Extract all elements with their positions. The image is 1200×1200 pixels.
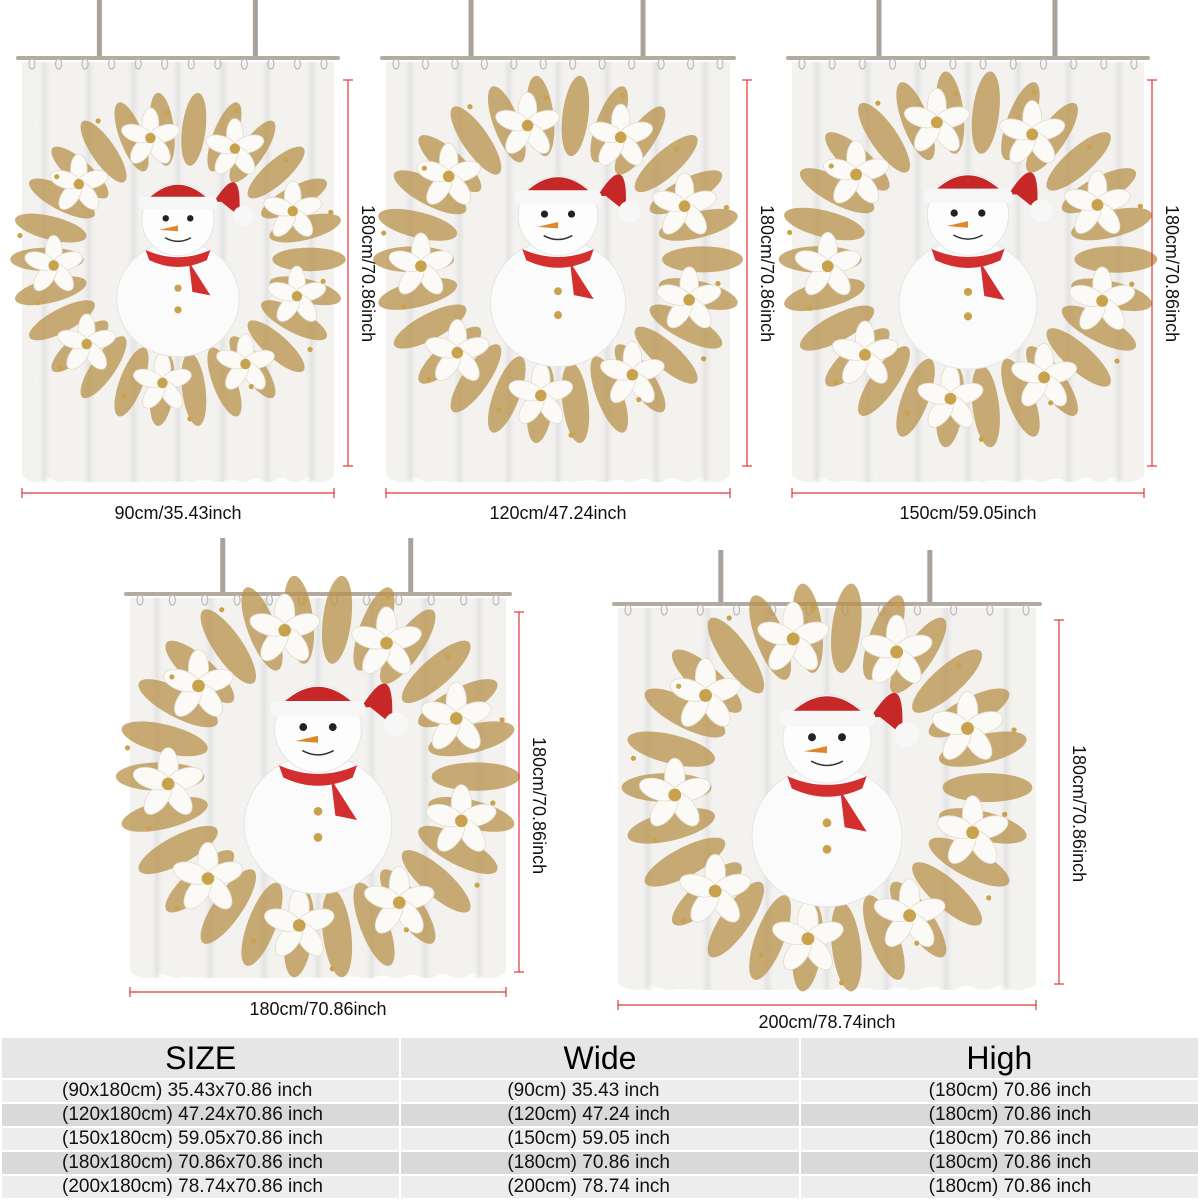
hanging-rods <box>876 0 1058 56</box>
curtain-panel: 150cm/59.05inch 180cm/70.86inch <box>778 0 1184 533</box>
snowman-figure <box>898 172 1053 370</box>
width-label: 120cm/47.24inch <box>489 503 627 523</box>
hanging-rods <box>468 0 646 56</box>
wide-cell: (180cm) 70.86 inch <box>399 1150 801 1176</box>
table-row: (180x180cm) 70.86x70.86 inch (180cm) 70.… <box>0 1150 1200 1176</box>
height-dimension-line <box>742 79 752 467</box>
height-label: 180cm/70.86inch <box>529 737 549 875</box>
table-row: (120x180cm) 47.24x70.86 inch (120cm) 47.… <box>0 1102 1200 1128</box>
width-dimension-line <box>385 488 731 498</box>
table-row: (150x180cm) 59.05x70.86 inch (150cm) 59.… <box>0 1126 1200 1152</box>
curtain-panel: 200cm/78.74inch 180cm/70.86inch <box>612 550 1089 1042</box>
curtain-panel: 120cm/47.24inch 180cm/70.86inch <box>373 0 777 533</box>
table-row: (90x180cm) 35.43x70.86 inch (90cm) 35.43… <box>0 1078 1200 1104</box>
height-label: 180cm/70.86inch <box>757 205 777 343</box>
curtain-illustration <box>10 0 353 498</box>
wide-cell: (90cm) 35.43 inch <box>399 1078 801 1104</box>
hanging-rods <box>220 538 414 592</box>
high-cell: (180cm) 70.86 inch <box>798 1078 1200 1104</box>
curtain-illustration <box>778 0 1158 498</box>
snowman-figure <box>489 174 641 368</box>
high-cell: (180cm) 70.86 inch <box>798 1174 1200 1200</box>
width-dimension-line <box>129 987 507 997</box>
hanging-rods <box>96 0 258 56</box>
height-dimension-line <box>343 79 353 467</box>
curtain-rod <box>380 56 736 60</box>
table-header-row: SIZE Wide High <box>0 1036 1200 1080</box>
curtain-rod <box>612 602 1042 606</box>
hanging-rods <box>718 550 933 602</box>
wide-cell: (150cm) 59.05 inch <box>399 1126 801 1152</box>
curtain-illustration <box>373 0 752 498</box>
size-cell: (150x180cm) 59.05x70.86 inch <box>0 1126 402 1152</box>
height-label: 180cm/70.86inch <box>358 205 378 343</box>
size-cell: (200x180cm) 78.74x70.86 inch <box>0 1174 402 1200</box>
high-cell: (180cm) 70.86 inch <box>798 1102 1200 1128</box>
height-label: 180cm/70.86inch <box>1162 205 1182 343</box>
header-size: SIZE <box>0 1036 402 1080</box>
height-dimension-line <box>1147 79 1157 467</box>
wreath-decoration <box>115 575 521 978</box>
snowman-figure <box>116 182 253 358</box>
snowman-figure <box>751 692 919 908</box>
wreath-decoration <box>10 92 346 426</box>
snowman-figure <box>243 683 409 895</box>
curtain-rod <box>786 56 1150 60</box>
high-cell: (180cm) 70.86 inch <box>798 1150 1200 1176</box>
curtain-panel: 180cm/70.86inch 180cm/70.86inch <box>115 538 549 1029</box>
width-dimension-line <box>791 488 1145 498</box>
size-table: SIZE Wide High (90x180cm) 35.43x70.86 in… <box>0 1036 1200 1200</box>
curtain-illustration <box>612 550 1064 1010</box>
size-cell: (120x180cm) 47.24x70.86 inch <box>0 1102 402 1128</box>
header-high: High <box>798 1036 1200 1080</box>
size-cell: (180x180cm) 70.86x70.86 inch <box>0 1150 402 1176</box>
width-label: 90cm/35.43inch <box>114 503 242 523</box>
curtain-rod <box>124 592 512 596</box>
high-cell: (180cm) 70.86 inch <box>798 1126 1200 1152</box>
width-label: 180cm/70.86inch <box>249 999 387 1019</box>
header-wide: Wide <box>399 1036 801 1080</box>
wreath-decoration <box>778 71 1158 448</box>
width-dimension-line <box>617 1000 1037 1010</box>
table-row: (200x180cm) 78.74x70.86 inch (200cm) 78.… <box>0 1174 1200 1200</box>
height-dimension-line <box>1054 619 1064 985</box>
width-label: 200cm/78.74inch <box>758 1012 896 1032</box>
size-cell: (90x180cm) 35.43x70.86 inch <box>0 1078 402 1104</box>
wide-cell: (200cm) 78.74 inch <box>399 1174 801 1200</box>
curtain-panel: 90cm/35.43inch 180cm/70.86inch <box>10 0 378 533</box>
height-label: 180cm/70.86inch <box>1069 745 1089 883</box>
wreath-decoration <box>621 583 1033 992</box>
height-dimension-line <box>514 611 524 973</box>
curtain-illustration <box>115 538 524 997</box>
width-label: 150cm/59.05inch <box>899 503 1037 523</box>
wide-cell: (120cm) 47.24 inch <box>399 1102 801 1128</box>
curtain-rod <box>16 56 340 60</box>
width-dimension-line <box>21 488 335 498</box>
wreath-decoration <box>373 75 743 444</box>
